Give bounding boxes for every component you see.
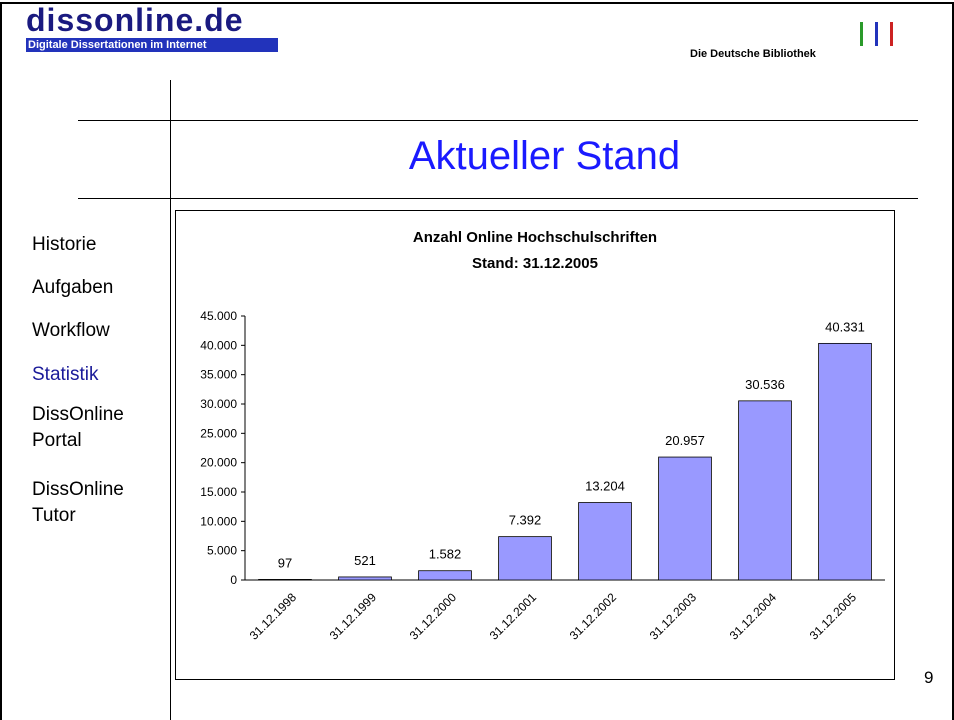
bar bbox=[258, 579, 312, 581]
nav-item[interactable]: DissOnline Tutor bbox=[32, 479, 124, 526]
y-tick-label: 10.000 bbox=[200, 514, 237, 528]
bar bbox=[498, 536, 552, 581]
brand: Die Deutsche Bibliothek bbox=[690, 48, 816, 60]
y-tick-label: 30.000 bbox=[200, 397, 237, 411]
logo-title: dissonline.de bbox=[26, 2, 244, 38]
value-label: 97 bbox=[278, 555, 292, 570]
y-tick-label: 0 bbox=[230, 573, 237, 587]
bar bbox=[338, 576, 392, 581]
nav-item[interactable]: Statistik bbox=[32, 364, 99, 385]
chart: Anzahl Online Hochschulschriften Stand: … bbox=[175, 210, 895, 680]
value-label: 521 bbox=[354, 553, 376, 568]
value-label: 40.331 bbox=[825, 319, 865, 334]
y-tick-label: 15.000 bbox=[200, 485, 237, 499]
value-label: 20.957 bbox=[665, 433, 705, 448]
divider bbox=[78, 198, 918, 199]
y-tick-label: 20.000 bbox=[200, 456, 237, 470]
bar bbox=[418, 570, 472, 581]
nav-item[interactable]: Aufgaben bbox=[32, 277, 114, 298]
bar bbox=[818, 342, 872, 581]
heading: Aktueller Stand bbox=[408, 134, 681, 178]
nav-item[interactable]: Historie bbox=[32, 234, 97, 255]
logo-subtitle: Digitale Dissertationen im Internet bbox=[26, 38, 278, 52]
bar bbox=[738, 400, 792, 581]
chart-subtitle: Stand: 31.12.2005 bbox=[472, 255, 598, 272]
value-label: 1.582 bbox=[429, 547, 462, 562]
y-tick-label: 5.000 bbox=[207, 544, 237, 558]
brand-bar bbox=[860, 22, 863, 46]
page-number: 9 bbox=[924, 668, 934, 687]
divider bbox=[78, 120, 918, 121]
chart-title: Anzahl Online Hochschulschriften bbox=[413, 229, 657, 246]
brand-bar bbox=[875, 22, 878, 46]
nav-item[interactable]: Workflow bbox=[32, 320, 110, 341]
bar bbox=[658, 456, 712, 581]
y-tick-label: 45.000 bbox=[200, 309, 237, 323]
bar bbox=[578, 502, 632, 581]
divider bbox=[170, 80, 171, 720]
y-tick-label: 35.000 bbox=[200, 368, 237, 382]
value-label: 7.392 bbox=[509, 513, 542, 528]
nav-item[interactable]: DissOnline Portal bbox=[32, 404, 124, 451]
value-label: 30.536 bbox=[745, 377, 785, 392]
value-label: 13.204 bbox=[585, 479, 625, 494]
brand-bar bbox=[890, 22, 893, 46]
y-tick-label: 40.000 bbox=[200, 338, 237, 352]
y-tick-label: 25.000 bbox=[200, 426, 237, 440]
